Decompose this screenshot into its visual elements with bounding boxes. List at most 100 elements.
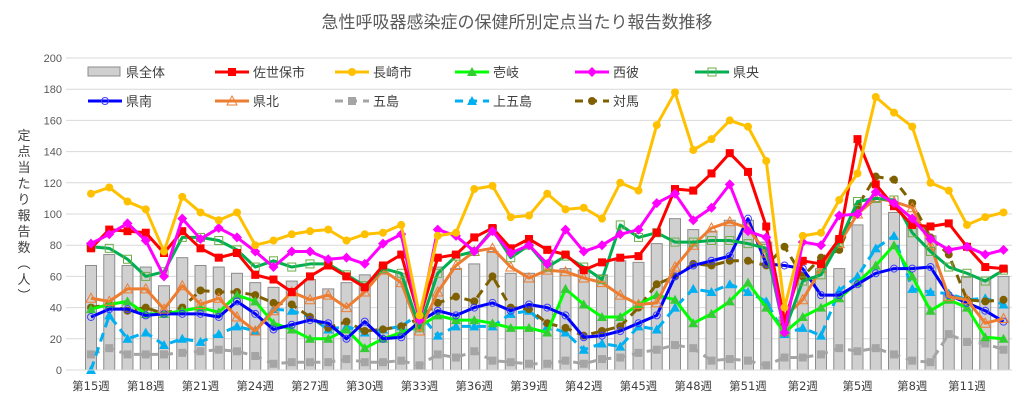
data-point (433, 231, 442, 240)
data-point (998, 333, 1009, 343)
data-point (943, 244, 954, 255)
data-point (487, 226, 498, 237)
data-point (286, 324, 297, 334)
data-point (251, 309, 260, 318)
data-point (505, 248, 516, 258)
data-point (871, 180, 880, 189)
data-point (378, 238, 388, 249)
data-point (159, 271, 169, 282)
x-tick-label: 第2週 (788, 379, 819, 393)
data-point (707, 135, 716, 144)
data-point (999, 295, 1008, 304)
data-point (251, 241, 260, 250)
data-point (486, 242, 499, 253)
data-point (452, 353, 460, 362)
data-point (268, 318, 279, 328)
data-point (651, 324, 662, 334)
data-point (890, 264, 898, 273)
series-県南 (87, 214, 1008, 343)
data-point (306, 316, 314, 325)
data-point (870, 260, 881, 270)
legend-label: 県北 (253, 95, 279, 110)
data-point (141, 271, 151, 281)
data-point (652, 121, 661, 130)
data-point (816, 302, 826, 312)
data-point (469, 315, 480, 325)
y-tick-label: 160 (44, 115, 62, 127)
data-point (707, 169, 716, 178)
data-point (907, 283, 918, 293)
data-point (598, 258, 606, 267)
data-point (979, 317, 992, 328)
data-point (226, 94, 238, 106)
data-point (342, 355, 351, 364)
data-point (999, 345, 1008, 354)
data-point (853, 347, 862, 356)
data-point (523, 271, 535, 283)
data-point (670, 302, 680, 312)
legend-item: 県南 (88, 94, 152, 110)
data-point (597, 338, 607, 348)
data-point (577, 271, 590, 283)
data-point (287, 300, 296, 309)
data-point (269, 236, 278, 245)
data-point (980, 332, 991, 342)
data-point (160, 350, 168, 359)
data-point (616, 253, 625, 262)
data-point (725, 355, 734, 364)
data-point (158, 303, 170, 314)
data-point (889, 198, 899, 209)
data-point (870, 243, 881, 253)
data-point (469, 246, 480, 257)
data-point (652, 228, 661, 237)
data-point (835, 344, 844, 353)
y-tick-label: 100 (44, 209, 62, 221)
data-point (178, 348, 187, 357)
data-point (652, 280, 661, 289)
data-point (541, 264, 554, 275)
data-point (305, 259, 315, 269)
data-point (506, 306, 515, 315)
data-point (159, 340, 169, 350)
data-point (924, 239, 937, 250)
data-point (689, 344, 698, 353)
data-point (123, 305, 132, 314)
bar (833, 268, 846, 371)
data-point (817, 291, 825, 300)
data-point (196, 309, 205, 318)
legend-item: 対馬 (575, 95, 639, 110)
data-point (999, 208, 1008, 217)
data-point (250, 246, 261, 257)
data-point (287, 358, 296, 367)
legend-label: 壱岐 (493, 66, 519, 81)
data-point (140, 235, 151, 246)
data-point (379, 325, 387, 334)
data-point (744, 256, 752, 265)
data-point (597, 275, 607, 285)
data-point (744, 356, 752, 365)
data-point (432, 224, 443, 235)
legend-label: 対馬 (613, 95, 639, 110)
data-point (178, 227, 187, 236)
data-point (543, 303, 552, 312)
data-point (963, 220, 971, 229)
data-point (322, 289, 335, 300)
data-point (141, 311, 150, 320)
data-point (705, 222, 718, 233)
data-point (796, 293, 809, 305)
data-point (214, 253, 223, 262)
data-point (707, 67, 717, 77)
data-point (889, 230, 899, 240)
data-point (233, 249, 241, 257)
data-point (687, 239, 700, 250)
data-point (798, 272, 807, 281)
data-point (212, 292, 225, 303)
data-point (306, 272, 314, 281)
data-point (725, 252, 734, 261)
data-point (413, 324, 426, 336)
bar (997, 275, 1010, 371)
data-point (104, 229, 115, 240)
data-point (505, 322, 516, 332)
data-point (214, 216, 223, 225)
